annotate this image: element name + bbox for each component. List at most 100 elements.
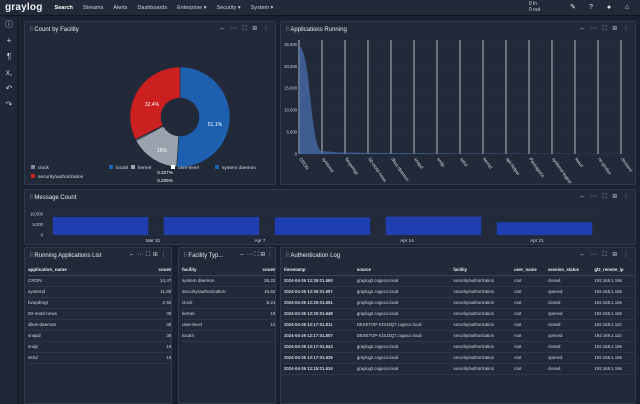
table-row[interactable]: 2024-04-26 12:15:01.634 graylog2.cogeco.l… (284, 363, 635, 375)
message-count-bar-chart: 10,000 5,000 0 Mar 31 Apr 7 Apr 14 Apr 21 (30, 212, 600, 243)
column-header[interactable]: facility (453, 265, 515, 276)
widget-toolbar[interactable]: ⇔ ⋯ ⛶ ⊞ ⋮ (579, 26, 631, 32)
cell: 195 (132, 352, 171, 364)
cell: clock (182, 297, 253, 309)
cell: root (514, 363, 549, 375)
y-tick-label: 20,000 (284, 64, 297, 69)
table-row[interactable]: user-level105 (182, 319, 275, 331)
table-row[interactable]: kernel168 (182, 308, 275, 320)
drag-handle-icon[interactable]: ⠿ (29, 27, 34, 33)
cell: root (514, 341, 549, 353)
widget-title: Facility Typ... (188, 253, 224, 259)
widget-authentication-log: ⠿ Authentication Log ⇔ ⋯ ⛶ ⊞ ⋮ timestamp … (280, 247, 636, 404)
column-header[interactable]: count() (252, 265, 275, 276)
info-icon[interactable]: ⓘ (5, 20, 13, 29)
nav-security[interactable]: Security ▾ (216, 4, 241, 11)
cell: local4 (182, 330, 253, 342)
drag-handle-icon[interactable]: ⠿ (183, 253, 188, 259)
table-row[interactable]: 2024-04-26 12:25:01.648 graylog2.cogeco.l… (284, 308, 635, 320)
undo-icon[interactable]: ↶ (5, 84, 13, 93)
redo-icon[interactable]: ↷ (5, 100, 13, 109)
nav-dashboards[interactable]: Dashboards (137, 4, 168, 11)
table-row[interactable]: 2024-04-26 12:17:01.807 DESKTOP-0JSJ3Q7.c… (284, 330, 635, 342)
column-header[interactable]: gl2_remote_ip (594, 265, 635, 276)
cell: 198 (132, 341, 171, 353)
cell: 8,214 (252, 297, 275, 309)
nav-alerts[interactable]: Alerts (113, 4, 128, 11)
widget-toolbar[interactable]: ⇔ ⋯ ⛶ ⊞ ⋮ (219, 26, 271, 32)
drag-handle-icon[interactable]: ⠿ (29, 195, 34, 201)
widget-toolbar[interactable]: ⇔ ⋯ ⛶ ⊞ ⋮ (128, 252, 167, 258)
column-header[interactable]: application_name (28, 265, 133, 276)
table-row[interactable]: 2024-04-26 12:17:01.811 DESKTOP-0JSJ3Q7.c… (284, 319, 635, 331)
table-row[interactable]: sshd195 (28, 352, 171, 364)
x-tick-label: dbus-daemon (390, 157, 410, 183)
x-tick-label: systemd (321, 157, 335, 174)
nav-enterprise[interactable]: Enterprise ▾ (177, 4, 207, 11)
function-icon[interactable]: x, (5, 68, 13, 77)
widget-toolbar[interactable]: ⇔ ⋯ ⛶ ⊞ ⋮ (579, 194, 631, 200)
cell: root (514, 330, 549, 342)
widget-toolbar[interactable]: ⇔ ⋯ ⛶ ⊞ ⋮ (239, 252, 273, 258)
cell: closed (548, 319, 595, 331)
y-tick-label: 0 (295, 152, 298, 157)
graylog-logo[interactable]: graylog (5, 2, 43, 13)
cell: 192.168.1.166 (594, 308, 635, 320)
x-tick-label: kernel (482, 157, 493, 170)
cell: root (514, 275, 549, 287)
plus-icon[interactable]: + (6, 36, 12, 45)
column-header[interactable]: user_name (514, 265, 549, 276)
widget-title: Message Count (34, 195, 77, 201)
cell: security/authorization (453, 308, 515, 320)
drag-handle-icon[interactable]: ⠿ (285, 27, 290, 33)
table-row[interactable]: sndp198 (28, 341, 171, 353)
table-row[interactable]: local45 (182, 330, 275, 342)
user-icon[interactable]: ● (606, 3, 612, 11)
table-row[interactable]: 2024-04-26 12:17:01.643 graylog2.cogeco.l… (284, 341, 635, 353)
cell: 2024-04-26 12:17:01.639 (284, 352, 357, 364)
cell: security/authorization (182, 286, 253, 298)
bar (163, 217, 260, 235)
legend-swatch (31, 174, 35, 178)
paragraph-icon[interactable]: ¶ (6, 52, 12, 61)
home-icon[interactable]: ⌂ (624, 3, 630, 11)
nav-streams[interactable]: Streams (82, 4, 104, 11)
nav-search[interactable]: Search (54, 4, 73, 11)
edit-icon[interactable]: ✎ (570, 4, 576, 11)
top-right-area: 0 in 0 out ✎ ? ● ⌂ (529, 1, 636, 13)
search-sidebar: ⓘ + ¶ x, ↶ ↷ (0, 17, 18, 404)
x-tick-label: systemd-logind (551, 157, 573, 184)
column-header[interactable]: facility (182, 265, 253, 276)
throughput-counter[interactable]: 0 in 0 out (529, 1, 540, 13)
column-header[interactable]: count() (132, 265, 171, 276)
table-row[interactable]: snapd358 (28, 330, 171, 342)
bar (274, 217, 371, 235)
drag-handle-icon[interactable]: ⠿ (29, 253, 34, 259)
table-row[interactable]: dbus-daemon363 (28, 319, 171, 331)
messages-out: 0 out (528, 7, 540, 13)
table-row[interactable]: 2024-04-26 12:17:01.639 graylog2.cogeco.l… (284, 352, 635, 364)
cell: root (514, 297, 549, 309)
cell: 192.168.1.110 (594, 319, 635, 331)
x-tick-label: kwsd (574, 157, 584, 169)
column-header[interactable]: session_status (548, 265, 595, 276)
cell: 2024-04-26 12:35:01.657 (284, 286, 357, 298)
table-row[interactable]: 2024-04-26 12:25:01.651 graylog2.cogeco.l… (284, 297, 635, 309)
table-row[interactable]: 2024-04-26 12:35:01.660 graylog2.cogeco.l… (284, 275, 635, 287)
widget-toolbar[interactable]: ⇔ ⋯ ⛶ ⊞ ⋮ (579, 252, 631, 258)
table-row[interactable]: 50-motd-news393 (28, 308, 171, 320)
column-header[interactable]: source (356, 265, 454, 276)
column-header[interactable]: timestamp (284, 265, 357, 276)
cell: opened (548, 330, 595, 342)
table-row[interactable]: 2024-04-26 12:35:01.657 graylog2.cogeco.l… (284, 286, 635, 298)
nav-system[interactable]: System ▾ (250, 4, 274, 11)
x-tick-label: sndp (436, 157, 446, 168)
help-icon[interactable]: ? (589, 3, 593, 11)
drag-handle-icon[interactable]: ⠿ (285, 253, 290, 259)
